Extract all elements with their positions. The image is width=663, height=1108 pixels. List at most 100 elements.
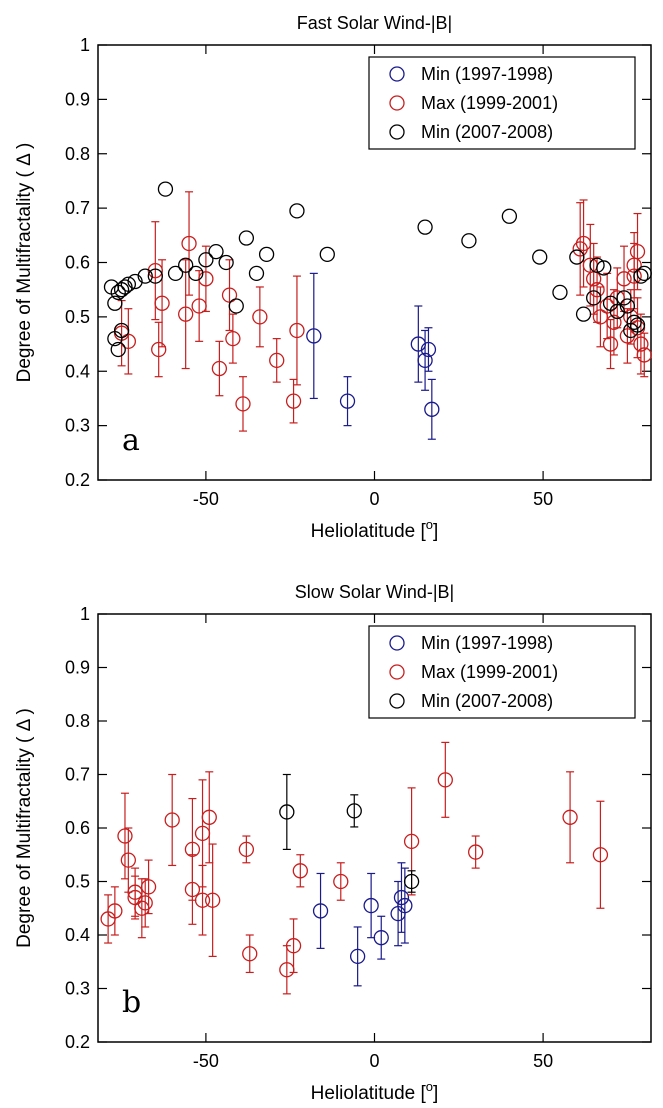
x-axis-label: Heliolatitude [o] [311,517,439,542]
data-point [532,249,548,265]
legend-entry: Min (1997-1998) [421,64,553,84]
data-point [589,257,605,273]
y-tick-label: 0.8 [65,711,90,731]
legend-marker [389,95,405,111]
data-point [319,246,335,262]
data-point [468,844,484,860]
y-tick-label: 0.4 [65,925,90,945]
data-point [424,401,440,417]
data-point [397,897,413,914]
data-point [242,946,258,962]
legend: Min (1997-1998) Max (1999-2001) Min (2007-… [368,56,636,150]
y-tick-label: 0.3 [65,416,90,436]
x-tick-label: 50 [533,489,553,509]
y-tick-label: 0.8 [65,144,90,164]
x-axis-label-end: ] [433,1083,438,1104]
data-point [437,772,453,788]
data-point [198,252,214,268]
data-point [569,249,585,265]
legend-marker [389,124,405,140]
y-tick-label: 0.7 [65,198,90,218]
data-point [609,303,625,320]
legend-marker [389,664,405,680]
x-tick-label: 0 [369,489,379,509]
data-point [333,873,349,890]
y-tick-label: 0.9 [65,658,90,678]
data-point [616,290,632,306]
data-point [208,243,224,260]
data-point [339,393,356,409]
y-tick-label: 0.5 [65,872,90,892]
data-point [552,284,568,301]
data-point [181,235,197,252]
data-point [636,265,652,282]
data-point [633,268,649,284]
y-tick-label: 0.4 [65,361,90,381]
chart-fast-solar-wind: Fast Solar Wind-|B| 0.2 0.3 0.4 0.5 0.6 0.7 0.8… [14,13,652,542]
y-tick-label: 0.3 [65,979,90,999]
data-point [147,268,163,284]
data-point [629,317,646,333]
data-point [211,360,228,377]
data-point [188,265,204,282]
x-tick-label: -50 [193,489,219,509]
data-point [606,314,622,330]
data-point [154,295,170,311]
data-point [562,809,578,825]
data-point [178,257,194,273]
data-point [285,393,302,409]
data-point [120,276,136,292]
data-point [619,298,636,314]
data-point [417,352,433,369]
data-point [289,203,305,219]
series-min-2007-2008 [103,181,652,358]
legend-entry: Max (1999-2001) [421,662,558,682]
legend-marker [389,693,405,709]
data-point [633,336,649,352]
y-tick-label: 1 [80,35,90,55]
data-point [363,897,379,914]
data-point [461,233,477,249]
x-axis-label-degree: o [426,517,433,532]
data-point [403,833,420,850]
data-point [164,812,180,828]
data-point [258,246,275,262]
data-point [292,863,308,879]
data-point [285,938,302,954]
y-tick-label: 0.5 [65,307,90,327]
x-tick-label: -50 [193,1051,219,1071]
data-point [626,314,642,330]
y-tick-label: 0.6 [65,253,90,273]
data-point [373,930,389,946]
data-point [107,295,123,311]
y-tick-label: 1 [80,604,90,624]
data-point [592,847,609,863]
data-point [178,306,194,322]
legend-box [368,56,636,150]
data-point [252,309,268,325]
data-point [201,809,217,825]
data-point [586,290,602,306]
data-point [279,804,295,820]
series-min-2007-2008 [279,773,420,893]
legend-marker [389,635,405,651]
x-axis-label: Heliolatitude [o] [311,1079,439,1104]
y-axis-label: Degree of Multifractality ( Δ ) [14,708,35,948]
x-tick-label: 0 [369,1051,379,1071]
data-point [221,287,238,303]
data-point [306,328,322,344]
legend-box [368,625,636,719]
data-point [403,873,420,890]
chart-title: Slow Solar Wind-|B| [295,582,454,602]
data-point [225,330,241,347]
data-point [269,352,285,369]
data-point [137,895,153,911]
x-axis-label-end: ] [433,521,438,542]
data-point [616,271,632,287]
data-point [107,903,123,919]
legend-entry: Min (2007-2008) [421,691,553,711]
data-point [575,306,592,322]
data-point [417,219,433,235]
data-point [194,892,211,908]
data-point [589,282,605,298]
